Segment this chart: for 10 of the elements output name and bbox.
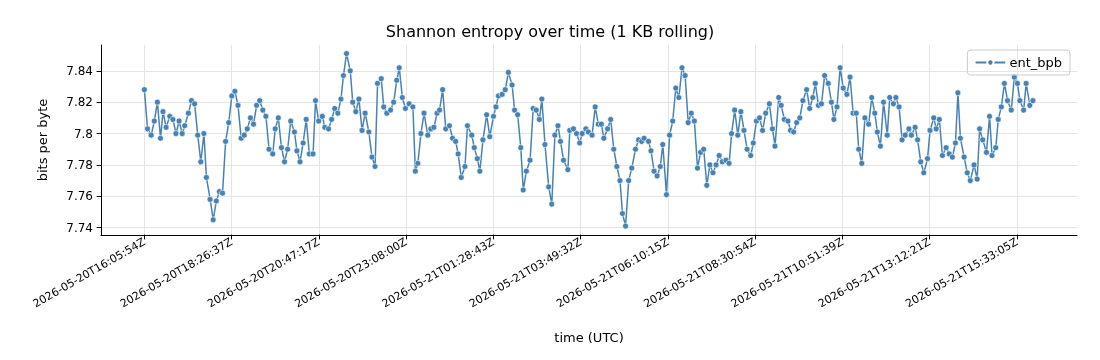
y-tick-label: 7.84 bbox=[66, 63, 93, 78]
y-tick-label: 7.74 bbox=[66, 220, 93, 235]
y-axis-title: bits per byte bbox=[35, 98, 50, 182]
chart-title: Shannon entropy over time (1 KB rolling) bbox=[385, 21, 715, 41]
x-axis-title: time (UTC) bbox=[554, 330, 624, 345]
legend-label: ent_bpb bbox=[1009, 55, 1062, 70]
y-tick-label: 7.78 bbox=[66, 157, 93, 172]
y-tick-label: 7.82 bbox=[66, 95, 93, 110]
y-tick-label: 7.76 bbox=[66, 189, 93, 204]
y-tick-label: 7.8 bbox=[73, 126, 93, 141]
